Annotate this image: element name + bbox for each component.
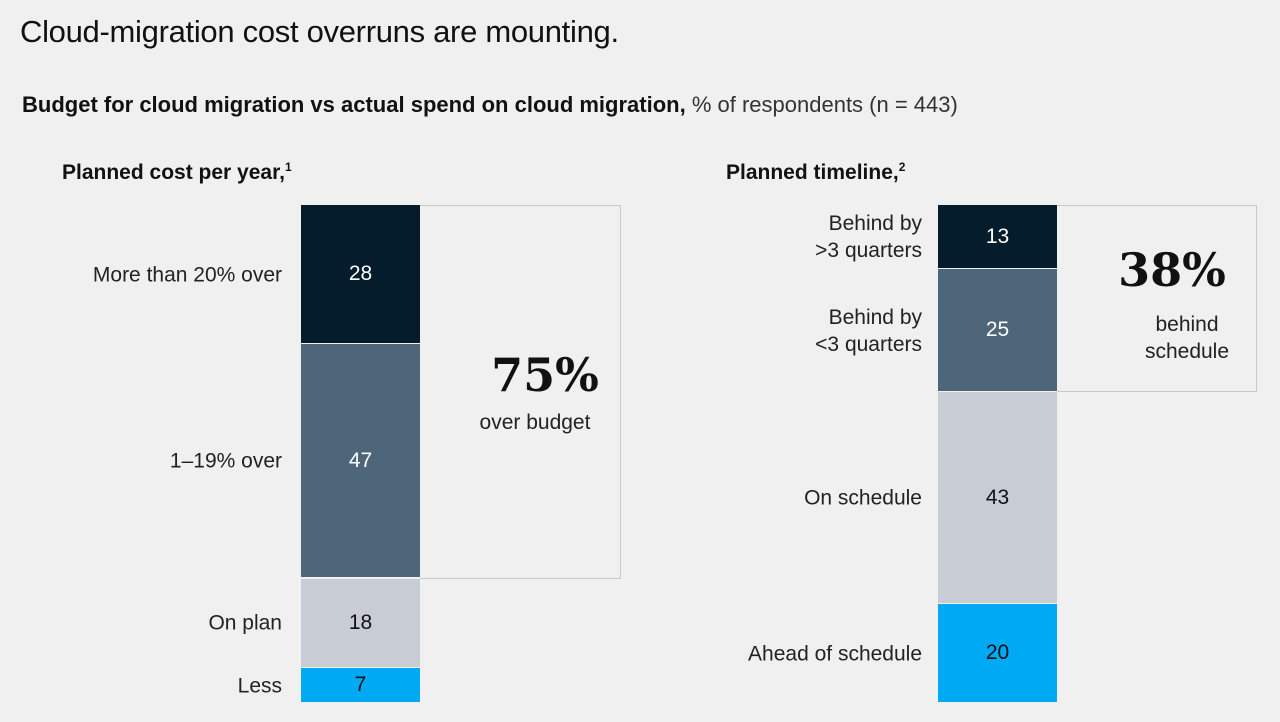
bar-segment: 7 bbox=[301, 668, 420, 703]
bar-segment: 25 bbox=[938, 269, 1057, 393]
category-label: Ahead of schedule bbox=[748, 642, 922, 666]
bar-segment: 20 bbox=[938, 604, 1057, 703]
footnote-marker: 1 bbox=[284, 160, 292, 174]
callout-text: behind schedule bbox=[1144, 313, 1230, 363]
callout-value: 75% bbox=[491, 347, 599, 402]
category-label: Behind by <3 quarters bbox=[815, 305, 922, 356]
callout-box bbox=[1057, 205, 1257, 393]
bar-segment: 13 bbox=[938, 205, 1057, 270]
bar-segment: 28 bbox=[301, 205, 420, 345]
chart-subtitle: Budget for cloud migration vs actual spe… bbox=[22, 92, 958, 118]
category-label: Behind by >3 quarters bbox=[815, 212, 922, 263]
category-label: Less bbox=[237, 674, 282, 698]
subtitle-bold: Budget for cloud migration vs actual spe… bbox=[22, 92, 686, 117]
subtitle-rest: % of respondents (n = 443) bbox=[685, 92, 958, 117]
category-label: 1–19% over bbox=[169, 449, 282, 473]
bar-segment: 47 bbox=[301, 344, 420, 579]
panel-title-text: Planned cost per year, bbox=[62, 161, 285, 184]
footnote-marker: 2 bbox=[898, 160, 906, 174]
panel-title-cost: Planned cost per year,1 bbox=[62, 160, 292, 185]
bar-segment: 43 bbox=[938, 392, 1057, 605]
category-label: On plan bbox=[208, 611, 282, 635]
chart-title: Cloud-migration cost overruns are mounti… bbox=[20, 14, 619, 49]
panel-title-timeline: Planned timeline,2 bbox=[726, 160, 905, 185]
callout-value: 38% bbox=[1118, 243, 1226, 297]
callout-text: over budget bbox=[479, 410, 591, 434]
callout-box bbox=[420, 205, 621, 579]
bar-segment: 18 bbox=[301, 578, 420, 669]
category-label: On schedule bbox=[804, 486, 922, 510]
panel-title-text: Planned timeline, bbox=[726, 161, 899, 184]
category-label: More than 20% over bbox=[92, 263, 282, 287]
